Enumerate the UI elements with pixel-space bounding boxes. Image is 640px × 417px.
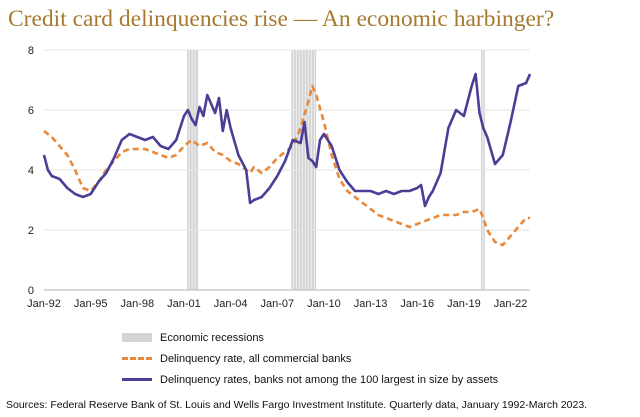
x-tick-label: Jan-95 [74, 298, 108, 310]
legend-label-all-banks: Delinquency rate, all commercial banks [160, 352, 352, 365]
y-tick-label: 6 [28, 105, 34, 117]
legend-item-small-banks: Delinquency rates, banks not among the 1… [122, 369, 498, 390]
y-tick-label: 2 [28, 225, 34, 237]
source-note: Sources: Federal Reserve Bank of St. Lou… [6, 399, 588, 411]
x-tick-label: Jan-04 [214, 298, 248, 310]
x-tick-label: Jan-07 [260, 298, 294, 310]
legend-swatch-small-banks [122, 378, 152, 381]
legend-swatch-all-banks [122, 357, 152, 360]
legend-item-recessions: Economic recessions [122, 327, 498, 348]
legend-item-all-banks: Delinquency rate, all commercial banks [122, 348, 498, 369]
chart-title: Credit card delinquencies rise — An econ… [8, 6, 555, 32]
x-tick-label: Jan-22 [494, 298, 528, 310]
legend-swatch-recessions [122, 333, 152, 342]
x-tick-label: Jan-98 [120, 298, 154, 310]
x-tick-label: Jan-10 [307, 298, 341, 310]
x-tick-label: Jan-19 [447, 298, 481, 310]
series-line-all-banks [43, 84, 530, 247]
axes: 0 2 4 6 8 Jan-92 Jan-95 Jan-98 Jan-01 Jan-04 Jan-0… [27, 45, 530, 310]
legend-label-small-banks: Delinquency rates, banks not among the 1… [160, 373, 499, 386]
gridlines [44, 49, 530, 231]
x-tick-label: Jan-01 [167, 298, 201, 310]
legend-label-recessions: Economic recessions [160, 331, 264, 344]
x-tick-label: Jan-13 [354, 298, 388, 310]
x-tick-label: Jan-92 [27, 298, 61, 310]
y-tick-label: 0 [28, 285, 34, 297]
x-tick-label: Jan-16 [400, 298, 434, 310]
y-tick-label: 8 [28, 45, 34, 57]
legend: Economic recessions Delinquency rate, al… [122, 327, 498, 390]
y-tick-label: 4 [28, 165, 34, 177]
series-line-small-banks [42, 72, 532, 208]
series-lines [42, 72, 532, 247]
